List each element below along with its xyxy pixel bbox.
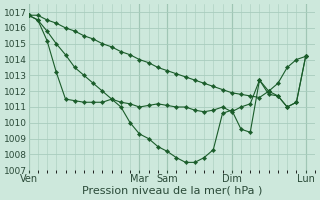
- X-axis label: Pression niveau de la mer( hPa ): Pression niveau de la mer( hPa ): [82, 186, 262, 196]
